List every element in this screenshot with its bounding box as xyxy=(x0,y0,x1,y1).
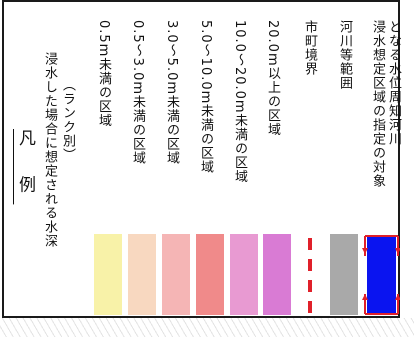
depth-swatch-2 xyxy=(128,234,156,315)
depth-label-6: 20.0m以上の区域 xyxy=(265,20,280,137)
boundary-line-symbol xyxy=(308,238,312,314)
river-arrows xyxy=(362,235,400,315)
depth-label-5: 10.0～20.0m未満の区域 xyxy=(232,20,247,184)
depth-swatch-3 xyxy=(162,234,190,315)
designated-river-symbol xyxy=(362,235,400,315)
river-area-label: 河川等範囲 xyxy=(337,20,352,90)
designated-river-label-1: 浸水想定区域の指定の対象 xyxy=(370,20,385,188)
depth-swatch-1 xyxy=(94,234,122,315)
depth-label-1: 0.5m未満の区域 xyxy=(96,20,111,128)
designated-river-label-2: となる水位周知河川 xyxy=(386,20,401,146)
depth-swatch-5 xyxy=(230,234,258,315)
depth-label-4: 5.0～10.0m未満の区域 xyxy=(198,20,213,175)
legend-heading: 浸水した場合に想定される水深 xyxy=(42,52,57,248)
depth-swatch-6 xyxy=(263,234,291,315)
depth-label-2: 0.5～3.0m未満の区域 xyxy=(130,20,145,166)
depth-swatch-4 xyxy=(196,234,224,315)
map-background-edge xyxy=(0,318,414,337)
depth-label-3: 3.0～5.0m未満の区域 xyxy=(164,20,179,166)
legend-title: 凡 例 xyxy=(15,129,35,205)
legend-heading-subtitle: （ランク別） xyxy=(60,78,75,162)
legend-panel: 凡 例 浸水した場合に想定される水深 （ランク別） 0.5m未満の区域 0.5～… xyxy=(2,0,401,318)
river-area-swatch xyxy=(330,234,358,315)
boundary-label: 市町境界 xyxy=(302,20,317,76)
